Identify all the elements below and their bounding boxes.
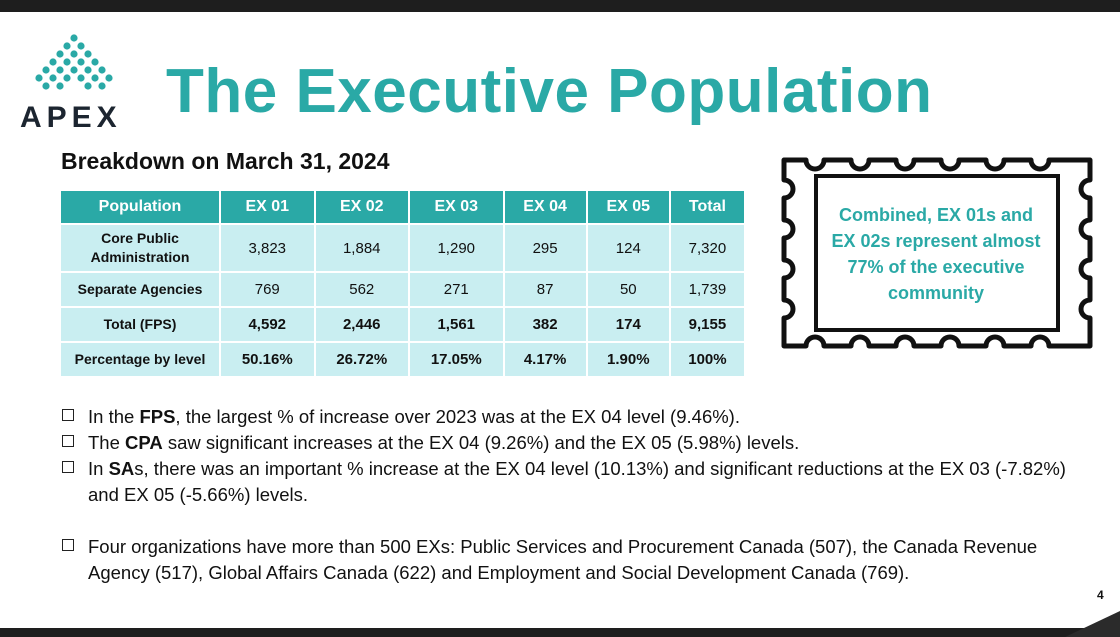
- bullet-text: s, there was an important % increase at …: [134, 458, 1066, 479]
- table-cell: 271: [408, 271, 505, 308]
- logo-wordmark: APEX: [20, 101, 122, 134]
- apex-logo-icon: [35, 34, 113, 90]
- callout-line: community: [887, 283, 984, 303]
- bullet-text: In the: [88, 406, 140, 427]
- table-row: Separate Agencies 769 562 271 87 50 1,73…: [59, 271, 747, 308]
- corner-tab: [1065, 611, 1120, 637]
- table-cell: 1,561: [408, 306, 505, 343]
- top-bar: [0, 0, 1120, 12]
- table-row: Percentage by level 50.16% 26.72% 17.05%…: [59, 341, 747, 378]
- checkbox-square-icon: [62, 461, 74, 473]
- checkbox-square-icon: [62, 435, 74, 447]
- column-header: EX 01: [219, 189, 316, 225]
- table-cell: 1,884: [313, 223, 410, 273]
- table-row: Total (FPS) 4,592 2,446 1,561 382 174 9,…: [59, 306, 747, 343]
- table-cell: 50: [585, 271, 671, 308]
- page-title: The Executive Population: [166, 57, 933, 126]
- bullet-list: In the FPS, the largest % of increase ov…: [60, 404, 1120, 586]
- bullet-text: saw significant increases at the EX 04 (…: [162, 432, 800, 453]
- list-item: In the FPS, the largest % of increase ov…: [60, 404, 1120, 430]
- table-cell: 4,592: [219, 306, 316, 343]
- column-header: Total: [668, 189, 747, 225]
- row-label-line: Core Public: [101, 230, 179, 246]
- callout-line: Combined, EX 01s and: [838, 205, 1034, 225]
- bullet-text: The: [88, 432, 126, 453]
- table-cell: 562: [313, 271, 410, 308]
- bullet-text: and EX 05 (-5.66%) levels.: [88, 484, 309, 505]
- column-header: EX 04: [502, 189, 588, 225]
- row-label: Core Public Administration: [59, 223, 221, 273]
- stamp-frame-icon: [781, 157, 1093, 349]
- table-cell: 1,290: [408, 223, 505, 273]
- list-item: Four organizations have more than 500 EX…: [60, 534, 1120, 586]
- table-cell: 1,739: [668, 271, 747, 308]
- callout-text: Combined, EX 01s and EX 02s represent al…: [820, 202, 1052, 306]
- table-row: Core Public Administration 3,823 1,884 1…: [59, 223, 747, 273]
- table-cell: 174: [585, 306, 671, 343]
- bullet-text: Four organizations have more than 500 EX…: [88, 536, 1038, 557]
- table-cell: 295: [502, 223, 588, 273]
- table-cell: 9,155: [668, 306, 747, 343]
- list-item: In SAs, there was an important % increas…: [60, 456, 1120, 508]
- checkbox-square-icon: [62, 539, 74, 551]
- row-label: Percentage by level: [59, 341, 221, 378]
- bullet-emphasis: FPS: [139, 406, 176, 427]
- table-cell: 382: [502, 306, 588, 343]
- bullet-text: , the largest % of increase over 2023 wa…: [175, 406, 740, 427]
- column-header: EX 02: [313, 189, 410, 225]
- bullet-text: Agency (517), Global Affairs Canada (622…: [88, 562, 910, 583]
- page-subtitle: Breakdown on March 31, 2024: [61, 148, 390, 174]
- row-label: Separate Agencies: [59, 271, 221, 308]
- row-label-line: Administration: [90, 249, 190, 265]
- bullet-emphasis: SA: [108, 458, 135, 479]
- table-cell: 2,446: [313, 306, 410, 343]
- column-header: Population: [59, 189, 221, 225]
- callout-line: 77% of the executive: [847, 257, 1025, 277]
- page-number: 4: [1097, 588, 1104, 602]
- table-cell: 7,320: [668, 223, 747, 273]
- table-cell: 87: [502, 271, 588, 308]
- table-cell: 4.17%: [502, 341, 588, 378]
- column-header: EX 03: [408, 189, 505, 225]
- bullet-text: In: [88, 458, 109, 479]
- table-cell: 100%: [668, 341, 747, 378]
- executive-population-table: Population EX 01 EX 02 EX 03 EX 04 EX 05…: [59, 189, 747, 378]
- table-cell: 769: [219, 271, 316, 308]
- row-label: Total (FPS): [59, 306, 221, 343]
- table-cell: 17.05%: [408, 341, 505, 378]
- table-cell: 1.90%: [585, 341, 671, 378]
- column-header: EX 05: [585, 189, 671, 225]
- checkbox-square-icon: [62, 409, 74, 421]
- table-cell: 26.72%: [313, 341, 410, 378]
- callout-line: EX 02s represent almost: [831, 231, 1041, 251]
- list-item: The CPA saw significant increases at the…: [60, 430, 1120, 456]
- bullet-emphasis: CPA: [125, 432, 163, 453]
- table-cell: 50.16%: [219, 341, 316, 378]
- bottom-bar: [0, 628, 1120, 637]
- table-header-row: Population EX 01 EX 02 EX 03 EX 04 EX 05…: [59, 189, 747, 225]
- table-cell: 3,823: [219, 223, 316, 273]
- table-cell: 124: [585, 223, 671, 273]
